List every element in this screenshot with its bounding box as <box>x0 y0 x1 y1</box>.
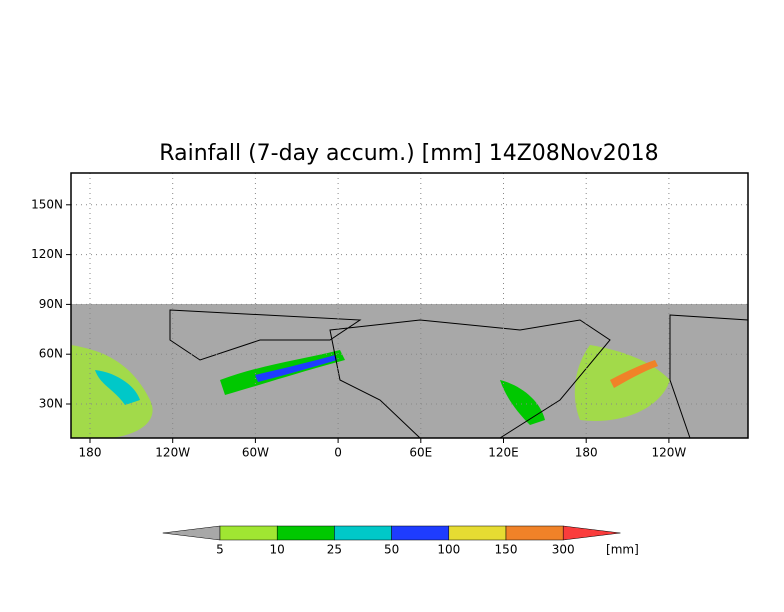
colorbar-low <box>162 525 221 541</box>
rain-area <box>71 345 153 438</box>
colorbar-segment <box>391 525 450 541</box>
x-tick-label: 120W <box>155 446 190 460</box>
rain-area <box>95 370 140 405</box>
colorbar-unit: [mm] <box>606 543 639 557</box>
map-title: Rainfall (7-day accum.) [mm] 14Z08Nov201… <box>159 141 658 166</box>
colorbar-label: 50 <box>384 543 399 557</box>
colorbar-segment <box>276 525 335 541</box>
rain-area <box>500 380 545 425</box>
plot-frame <box>70 172 749 439</box>
x-tick-label: 60E <box>409 446 432 460</box>
x-tick-label: 180 <box>79 446 102 460</box>
colorbar-label: 5 <box>216 543 224 557</box>
x-tick-label: 120W <box>652 446 687 460</box>
x-tick-label: 180 <box>575 446 598 460</box>
y-tick-label: 120N <box>31 247 63 261</box>
colorbar-segment <box>505 525 564 541</box>
colorbar-segment <box>219 525 278 541</box>
y-tick-label: 60N <box>39 347 63 361</box>
map-layer <box>71 304 749 439</box>
y-tick-label: 90N <box>39 297 63 311</box>
colorbar-high <box>562 525 621 541</box>
rain-area <box>255 355 337 382</box>
x-tick-label: 120E <box>488 446 519 460</box>
colorbar-segment <box>334 525 392 541</box>
colorbar-label: 150 <box>495 543 518 557</box>
x-tick-label: 60W <box>242 446 269 460</box>
grid <box>66 173 748 443</box>
colorbar-label: 100 <box>437 543 460 557</box>
colorbar-label: 300 <box>552 543 575 557</box>
x-tick-label: 0 <box>334 446 342 460</box>
y-tick-label: 30N <box>39 397 63 411</box>
rain-area <box>610 360 658 388</box>
colorbar-label: 10 <box>270 543 285 557</box>
colorbar-segment <box>448 525 507 541</box>
colorbar: 5 10 25 50 100 150 300 [mm] <box>162 525 639 557</box>
y-tick-label: 150N <box>31 197 63 211</box>
colorbar-label: 25 <box>327 543 342 557</box>
